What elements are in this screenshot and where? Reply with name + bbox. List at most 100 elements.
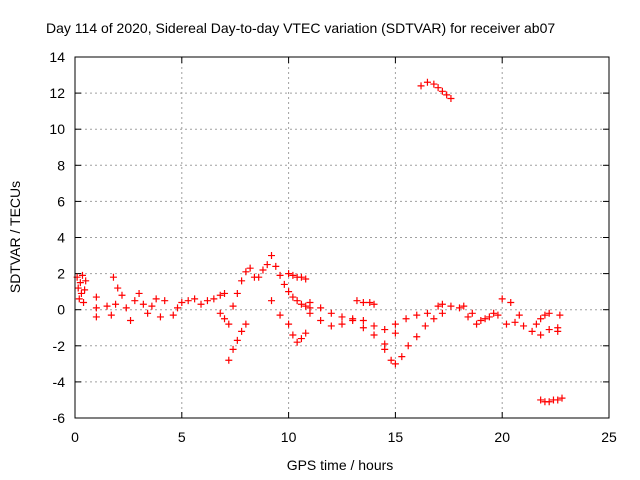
data-point bbox=[498, 295, 506, 303]
data-point bbox=[92, 313, 100, 321]
data-point bbox=[460, 302, 468, 310]
data-point bbox=[532, 320, 540, 328]
data-point bbox=[413, 333, 421, 341]
data-point bbox=[81, 286, 89, 294]
data-point bbox=[152, 295, 160, 303]
data-point bbox=[438, 300, 446, 308]
data-point bbox=[285, 288, 293, 296]
y-tick-label: 6 bbox=[57, 193, 65, 209]
x-tick-label: 10 bbox=[281, 429, 297, 445]
data-point bbox=[272, 262, 280, 270]
data-point bbox=[528, 327, 536, 335]
data-point bbox=[112, 300, 120, 308]
data-point bbox=[359, 298, 367, 306]
data-point bbox=[317, 317, 325, 325]
data-point bbox=[82, 277, 90, 285]
data-point bbox=[541, 311, 549, 319]
data-point bbox=[370, 322, 378, 330]
data-point bbox=[327, 309, 335, 317]
y-tick-label: -6 bbox=[53, 410, 66, 426]
data-point bbox=[184, 297, 192, 305]
data-point bbox=[297, 300, 305, 308]
data-point bbox=[285, 320, 293, 328]
series-arc-17 bbox=[460, 302, 562, 339]
data-point bbox=[107, 311, 115, 319]
series-arc-10 bbox=[285, 270, 310, 283]
data-point bbox=[455, 304, 463, 312]
grid bbox=[75, 57, 609, 418]
data-point bbox=[398, 353, 406, 361]
data-point bbox=[92, 304, 100, 312]
data-point bbox=[413, 311, 421, 319]
x-tick-label: 0 bbox=[71, 429, 79, 445]
data-point bbox=[135, 289, 143, 297]
data-point bbox=[122, 304, 130, 312]
series-arc-08 bbox=[255, 252, 314, 312]
data-point bbox=[370, 331, 378, 339]
data-point bbox=[216, 291, 224, 299]
data-point bbox=[75, 295, 83, 303]
x-tick-label: 20 bbox=[494, 429, 510, 445]
data-point bbox=[242, 320, 250, 328]
data-point bbox=[317, 304, 325, 312]
data-point bbox=[289, 293, 297, 301]
data-point bbox=[276, 271, 284, 279]
y-tick-label: 0 bbox=[57, 302, 65, 318]
data-point bbox=[515, 311, 523, 319]
data-point bbox=[537, 331, 545, 339]
y-tick-label: 8 bbox=[57, 157, 65, 173]
data-point bbox=[80, 298, 88, 306]
series-arc-20 bbox=[537, 394, 566, 406]
data-point bbox=[289, 271, 297, 279]
data-point bbox=[238, 277, 246, 285]
data-point bbox=[118, 291, 126, 299]
data-point bbox=[438, 309, 446, 317]
data-point bbox=[225, 356, 233, 364]
series-arc-15 bbox=[417, 78, 455, 103]
data-point bbox=[391, 360, 399, 368]
series-arc-11 bbox=[306, 302, 442, 334]
data-point bbox=[225, 320, 233, 328]
data-point bbox=[404, 342, 412, 350]
x-axis-label: GPS time / hours bbox=[287, 457, 394, 473]
data-point bbox=[302, 302, 310, 310]
series-arc-07 bbox=[225, 320, 250, 364]
data-point bbox=[511, 318, 519, 326]
data-point bbox=[92, 293, 100, 301]
data-point bbox=[203, 297, 211, 305]
y-tick-label: 12 bbox=[49, 85, 65, 101]
y-tick-label: 10 bbox=[49, 121, 65, 137]
data-point bbox=[197, 300, 205, 308]
data-point bbox=[156, 313, 164, 321]
data-point bbox=[381, 326, 389, 334]
axes: 0 5 10 15 20 25 -6 -4 -2 0 2 4 6 8 10 12 14 bbox=[49, 49, 617, 445]
data-point bbox=[554, 396, 562, 404]
data-point bbox=[191, 295, 199, 303]
data-point bbox=[554, 324, 562, 332]
data-point bbox=[233, 336, 241, 344]
data-point bbox=[297, 335, 305, 343]
data-point bbox=[537, 315, 545, 323]
data-point bbox=[545, 398, 553, 406]
data-point bbox=[391, 329, 399, 337]
data-point bbox=[464, 313, 472, 321]
data-point bbox=[221, 289, 229, 297]
data-point bbox=[229, 345, 237, 353]
data-point bbox=[485, 313, 493, 321]
data-point bbox=[387, 356, 395, 364]
data-point bbox=[259, 266, 267, 274]
data-point bbox=[127, 317, 135, 325]
plot-border bbox=[74, 56, 610, 419]
series-arc-16 bbox=[438, 295, 523, 328]
x-tick-label: 15 bbox=[388, 429, 404, 445]
data-point bbox=[359, 324, 367, 332]
data-point bbox=[430, 80, 438, 88]
data-point bbox=[327, 322, 335, 330]
data-point bbox=[349, 317, 357, 325]
data-point bbox=[103, 302, 111, 310]
data-point bbox=[131, 297, 139, 305]
data-point bbox=[74, 284, 82, 292]
data-point bbox=[178, 298, 186, 306]
series-arc-12 bbox=[306, 298, 399, 348]
data-point bbox=[174, 304, 182, 312]
